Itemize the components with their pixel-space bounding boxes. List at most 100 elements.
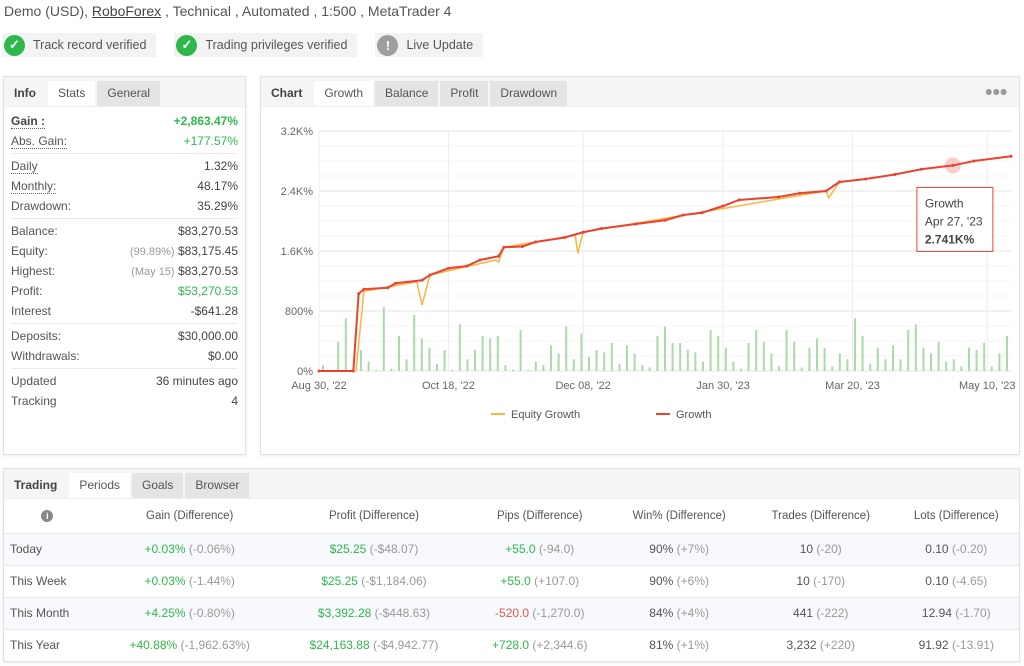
more-dots-icon[interactable]: ●●● — [984, 83, 1008, 99]
period-label: This Year — [4, 628, 101, 661]
daily-bar — [861, 336, 864, 371]
daily-bar — [360, 350, 362, 371]
daily-bar — [770, 353, 773, 371]
growth-point — [663, 218, 667, 222]
table-cell: 84% (+4%) — [610, 596, 748, 629]
daily-bar — [641, 365, 644, 371]
tab-drawdown[interactable]: Drawdown — [490, 81, 568, 106]
daily-bar — [367, 361, 370, 371]
tab-periods[interactable]: Periods — [69, 473, 131, 498]
table-cell: +55.0 (-94.0) — [469, 532, 611, 565]
column-header: Pips (Difference) — [497, 509, 583, 522]
daily-bar — [816, 338, 818, 371]
stat-value: +2,863.47% — [173, 114, 238, 128]
tab-trading[interactable]: Trading — [14, 478, 58, 492]
daily-bar — [413, 315, 416, 371]
table-row: This Year +40.88% (-1,962.63%) $24,163.88 … — [4, 628, 1019, 661]
daily-bar — [322, 365, 324, 371]
daily-bar — [390, 368, 393, 371]
tab-growth[interactable]: Growth — [314, 81, 374, 106]
table-cell: $25.25 (-$1,184.06) — [278, 564, 470, 597]
daily-bar — [838, 353, 841, 371]
stats-group: Balance: $83,270.53 Equity: (99.89%) $83,17… — [11, 219, 238, 324]
tab-browser[interactable]: Browser — [185, 473, 250, 498]
growth-point — [681, 213, 685, 217]
daily-bar — [823, 347, 826, 371]
table-cell: +4.25% (-0.80%) — [100, 596, 279, 629]
growth-point — [951, 163, 955, 167]
growth-point — [465, 264, 469, 268]
table-cell: $24,163.88 (-$4,942.77) — [278, 628, 470, 661]
growth-point — [600, 227, 604, 230]
growth-point — [581, 230, 585, 234]
stat-value: 35.29% — [197, 199, 238, 213]
growth-point — [386, 286, 390, 290]
stat-label: Drawdown: — [11, 199, 72, 213]
daily-bar — [717, 336, 720, 371]
stat-row: Tracking 4 — [11, 391, 238, 411]
daily-bar — [740, 368, 742, 371]
daily-bar — [572, 359, 575, 371]
info-circle-icon[interactable]: i — [41, 509, 54, 522]
y-tick-label: 2.4K% — [281, 186, 314, 198]
growth-point — [798, 191, 802, 195]
daily-bar — [702, 361, 704, 371]
legend-item[interactable]: Equity Growth — [511, 409, 580, 421]
periods-tabs: Trading Periods Goals Browser — [4, 469, 1019, 499]
stat-value: -$641.28 — [190, 304, 238, 318]
daily-bar — [633, 353, 636, 371]
broker-link[interactable]: RoboForex — [91, 3, 162, 19]
tab-chart[interactable]: Chart — [271, 86, 303, 100]
daily-bar — [458, 324, 461, 371]
daily-bar — [420, 338, 423, 371]
period-label: This Week — [4, 564, 101, 597]
x-tick-label: Jan 30, '23 — [696, 380, 749, 392]
tab-general[interactable]: General — [97, 81, 161, 106]
stat-value: $53,270.53 — [177, 284, 238, 298]
table-cell: 441 (-222) — [747, 596, 894, 629]
tab-profit[interactable]: Profit — [440, 81, 489, 106]
stat-label: Updated — [11, 374, 57, 388]
growth-point — [534, 240, 538, 244]
daily-bar — [337, 341, 340, 371]
growth-point — [446, 266, 450, 270]
stat-row: Balance: $83,270.53 — [11, 221, 238, 241]
table-cell: +728.0 (+2,344.6) — [469, 628, 611, 661]
stat-label: Profit: — [11, 284, 43, 298]
daily-bar — [679, 343, 682, 371]
stat-row: Drawdown: 35.29% — [11, 196, 238, 216]
x-tick-label: Dec 08, '22 — [555, 380, 610, 392]
daily-bar — [618, 364, 621, 371]
daily-bar — [899, 359, 902, 371]
growth-point — [972, 159, 976, 163]
stats-panel: Info Stats General Gain : +2,863.47% Abs. Ga… — [3, 76, 246, 455]
growth-point — [520, 245, 524, 248]
verification-badges: ✓ Track record verified ✓ Trading privilege… — [2, 33, 484, 57]
stat-row: Gain : +2,863.47% — [11, 111, 238, 131]
tab-goals[interactable]: Goals — [132, 473, 184, 498]
tooltip-text: Apr 27, '23 — [925, 214, 983, 228]
daily-bar — [990, 366, 993, 371]
tab-stats[interactable]: Stats — [48, 81, 96, 106]
stat-row: Deposits: $30,000.00 — [11, 326, 238, 346]
daily-bar — [952, 359, 955, 371]
exclamation-circle-icon: ! — [377, 34, 399, 56]
growth-point — [737, 198, 741, 202]
growth-point — [777, 195, 781, 199]
column-header: Win% (Difference) — [632, 509, 726, 522]
daily-bar — [474, 350, 476, 371]
daily-bar — [922, 347, 925, 371]
daily-bar — [443, 350, 446, 371]
stat-label: Deposits: — [11, 329, 62, 343]
legend-item[interactable]: Growth — [676, 409, 711, 421]
stats-group: Updated 36 minutes ago Tracking 4 — [11, 369, 238, 413]
table-cell: 90% (+7%) — [610, 532, 748, 565]
table-row: This Month +4.25% (-0.80%) $3,392.28 (-$44… — [4, 596, 1019, 629]
growth-point — [824, 189, 828, 193]
daily-bar — [565, 326, 568, 371]
series-line-equity-growth — [355, 181, 840, 372]
tab-balance[interactable]: Balance — [375, 81, 439, 106]
daily-bar — [762, 341, 765, 371]
period-label: Today — [4, 532, 101, 565]
tab-info[interactable]: Info — [14, 86, 36, 100]
